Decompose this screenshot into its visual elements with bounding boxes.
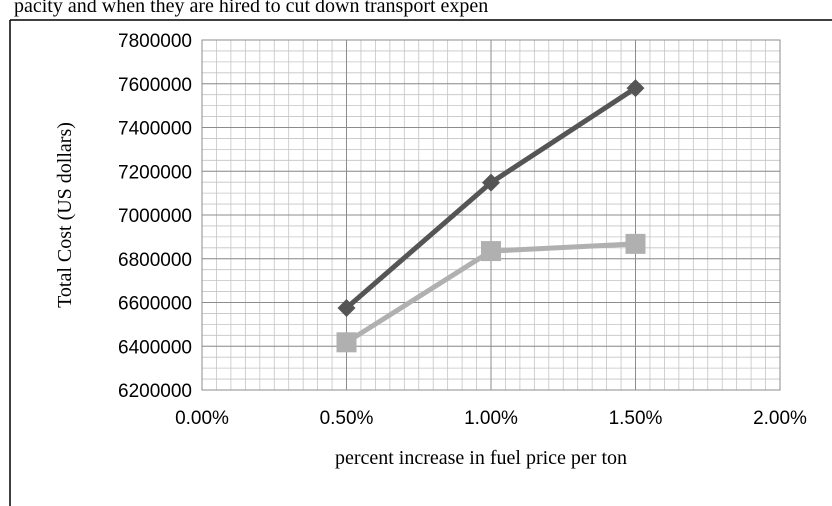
series-2 (336, 233, 646, 353)
x-tick-label: 2.00% (753, 408, 807, 429)
grid (201, 39, 781, 391)
y-tick-label: 7200000 (118, 162, 192, 183)
plot-border (201, 39, 781, 391)
data-point-diamond (626, 79, 645, 98)
y-tick-label: 7000000 (118, 206, 192, 227)
y-tick-label: 7800000 (118, 31, 192, 52)
x-tick-label: 1.50% (609, 408, 663, 429)
data-point-square (481, 241, 501, 262)
data-point-diamond (482, 173, 500, 192)
y-axis-title: Total Cost (US dollars) (54, 122, 76, 308)
cropped-caption-text: pacity and when they are hired to cut do… (14, 0, 488, 17)
y-tick-label: 7400000 (118, 119, 192, 140)
y-tick-label: 6400000 (118, 337, 192, 358)
x-tick-label: 0.50% (320, 408, 374, 429)
series-layer (336, 79, 646, 353)
y-tick-label: 7600000 (118, 75, 192, 96)
series-1 (337, 79, 645, 317)
y-tick-label: 6200000 (118, 381, 192, 402)
x-tick-label: 0.00% (175, 408, 229, 429)
tick-labels: 6200000 6400000 6600000 6800000 7000000 72000… (118, 31, 807, 429)
y-tick-label: 6600000 (118, 294, 192, 315)
data-point-square (336, 332, 357, 353)
plot-area-border (201, 39, 781, 391)
x-axis-title: percent increase in fuel price per ton (335, 447, 627, 469)
data-point-square (625, 233, 646, 254)
y-tick-label: 6800000 (118, 250, 192, 271)
data-point-diamond (337, 298, 356, 317)
x-tick-label: 1.00% (464, 408, 518, 429)
